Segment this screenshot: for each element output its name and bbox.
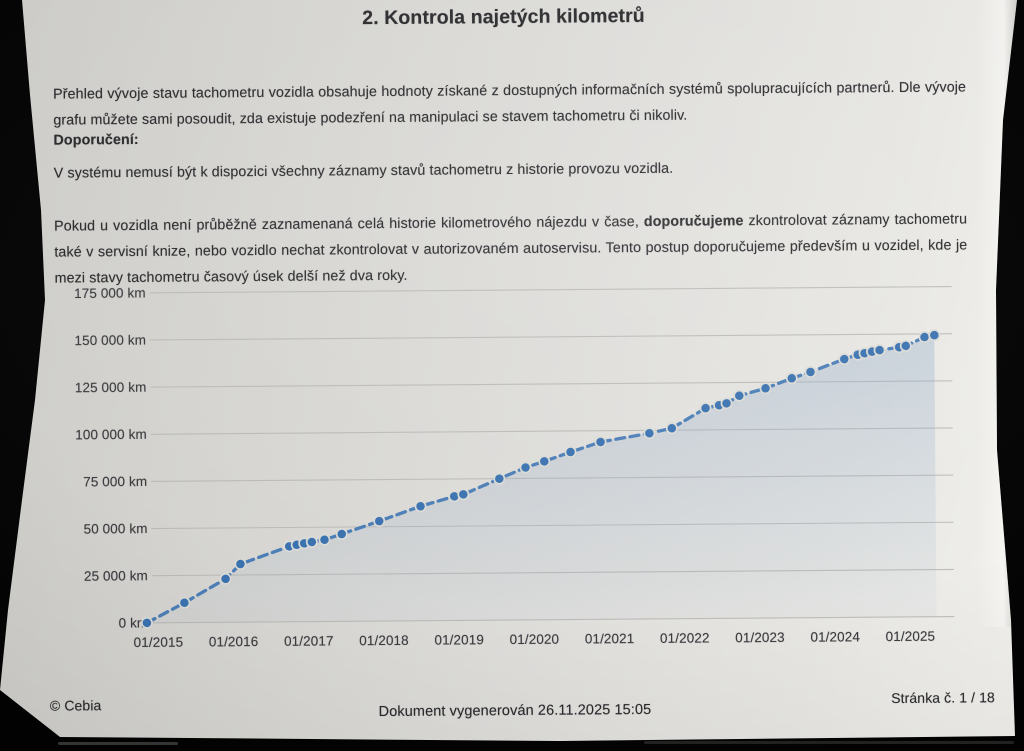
svg-text:01/2020: 01/2020 [510,632,560,647]
advice-paragraph: Pokud u vozidla není průběžně zaznamenan… [54,207,968,292]
chart-data-points [140,329,941,629]
footer-page-number: Stránka č. 1 / 18 [891,689,995,707]
chart-area-fill [146,335,937,623]
svg-text:01/2017: 01/2017 [284,633,334,648]
chart-y-tick-labels: 0 km 25 000 km 50 000 km 75 000 km 100 000 k… [74,285,149,630]
svg-text:01/2022: 01/2022 [660,630,710,645]
svg-text:01/2016: 01/2016 [209,634,259,649]
background-debris [644,741,1014,744]
svg-text:01/2025: 01/2025 [886,629,936,644]
footer-generated-timestamp: Dokument vygenerován 26.11.2025 15:05 [378,701,652,721]
background-debris [58,742,178,745]
section-title: 2. Kontrola najetých kilometrů [362,4,645,30]
svg-text:01/2024: 01/2024 [810,629,860,644]
svg-text:150 000 km: 150 000 km [74,333,146,349]
advice-text-bold: doporučujeme [643,213,744,231]
svg-text:75 000 km: 75 000 km [83,474,147,490]
svg-text:0 km: 0 km [119,615,149,630]
svg-text:01/2023: 01/2023 [735,630,785,645]
chart-x-tick-labels: 01/2015 01/2016 01/2017 01/2018 01/2019 01/20… [134,629,936,650]
chart-line [145,333,936,625]
recommendation-note: V systému nemusí být k dispozici všechny… [53,160,674,182]
svg-text:25 000 km: 25 000 km [84,568,148,584]
svg-text:50 000 km: 50 000 km [84,521,148,537]
svg-text:01/2015: 01/2015 [134,635,184,650]
svg-text:100 000 km: 100 000 km [75,427,147,443]
intro-paragraph: Přehled vývoje stavu tachometru vozidla … [53,79,967,129]
svg-text:01/2021: 01/2021 [585,631,635,646]
svg-text:125 000 km: 125 000 km [75,380,147,396]
svg-text:01/2018: 01/2018 [359,633,409,648]
svg-text:01/2019: 01/2019 [434,632,484,647]
recommendation-label: Doporučení: [53,131,139,149]
advice-text-start: Pokud u vozidla není průběžně zaznamenan… [54,214,644,235]
chart-gridlines [149,285,955,624]
